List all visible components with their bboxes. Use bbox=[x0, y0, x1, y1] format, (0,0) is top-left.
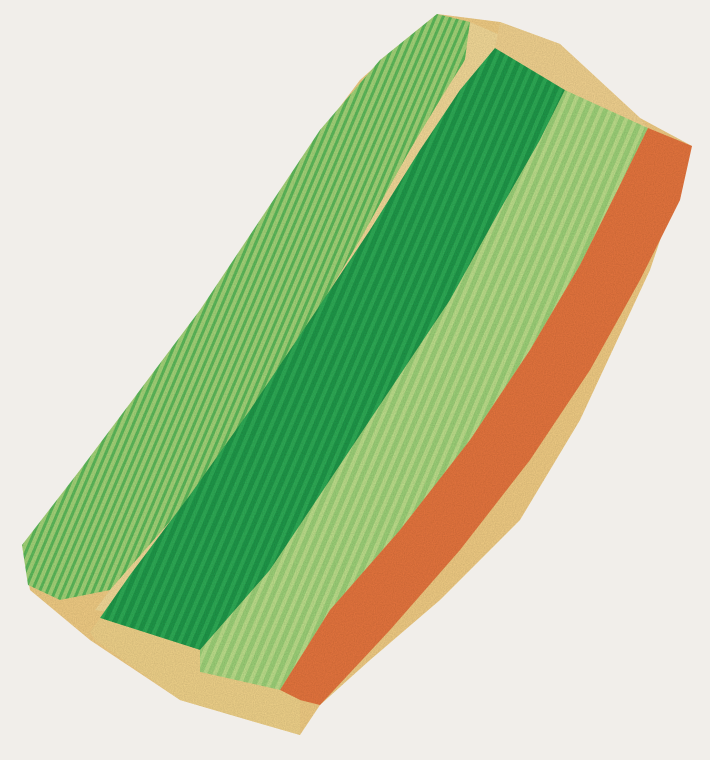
eastern-soil-strip bbox=[280, 128, 692, 705]
south-margin bbox=[90, 618, 300, 735]
light-crop-block bbox=[200, 90, 648, 690]
outer-vegetation-strip bbox=[22, 14, 470, 600]
tan-road bbox=[95, 22, 500, 615]
dense-crop-block bbox=[100, 48, 565, 650]
north-margin bbox=[495, 22, 648, 128]
